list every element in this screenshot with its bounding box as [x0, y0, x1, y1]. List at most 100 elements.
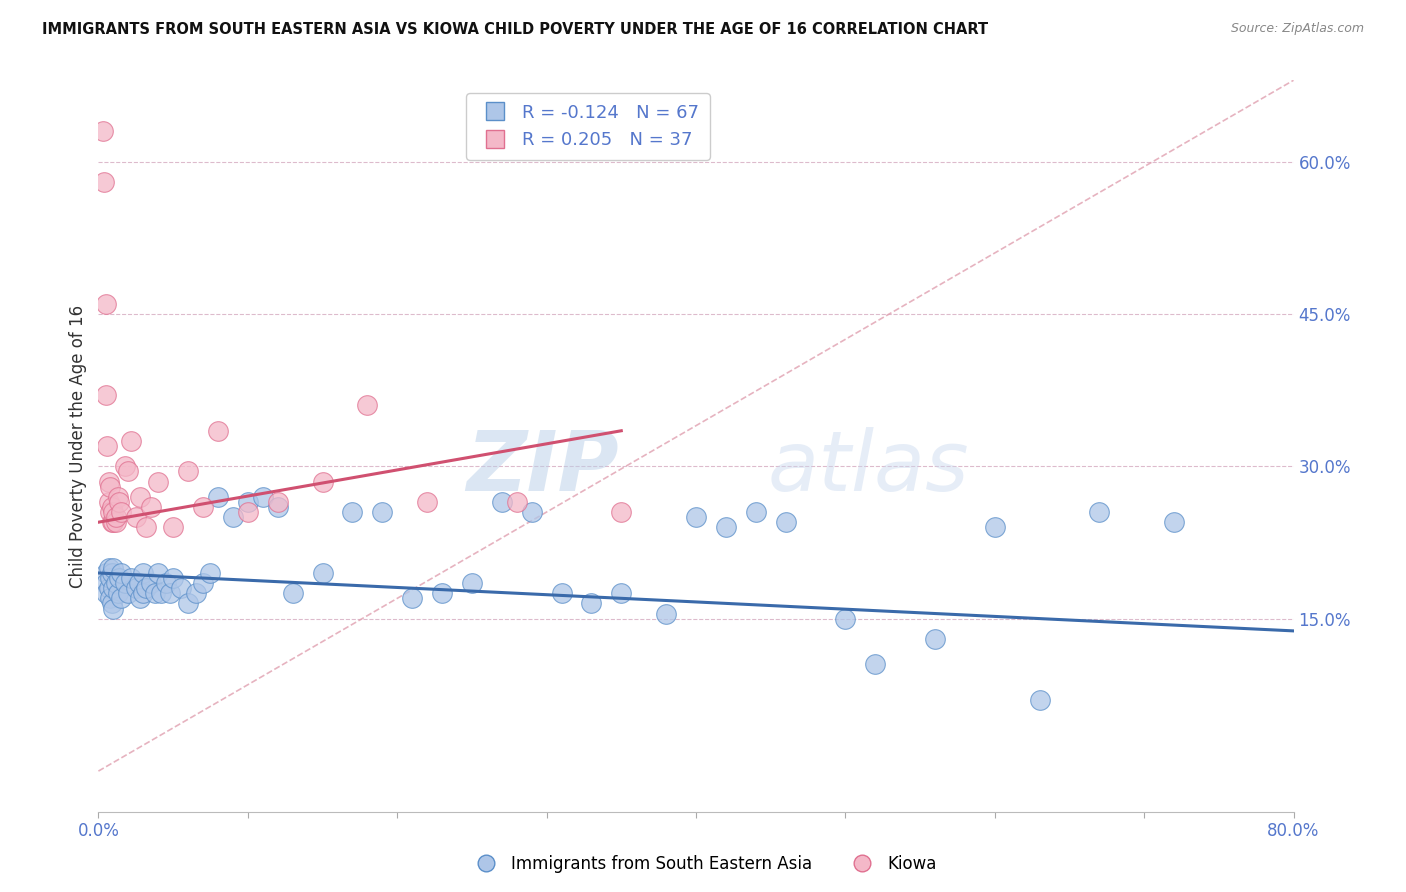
Point: [105, 510, 128, 524]
Point: [685, 510, 707, 524]
Text: Source: ZipAtlas.com: Source: ZipAtlas.com: [1230, 22, 1364, 36]
Point: [184, 586, 207, 600]
Point: [162, 520, 184, 534]
Point: [1088, 505, 1111, 519]
Point: [94, 576, 117, 591]
Point: [120, 571, 142, 585]
Point: [101, 515, 124, 529]
Point: [139, 500, 162, 514]
Point: [865, 657, 887, 672]
Point: [159, 586, 181, 600]
Point: [132, 566, 155, 580]
Y-axis label: Child Poverty Under the Age of 16: Child Poverty Under the Age of 16: [69, 304, 87, 588]
Point: [107, 586, 129, 600]
Point: [94, 388, 117, 402]
Point: [191, 576, 214, 591]
Point: [108, 495, 131, 509]
Point: [91, 124, 114, 138]
Text: atlas: atlas: [768, 427, 969, 508]
Point: [416, 495, 439, 509]
Point: [93, 175, 115, 189]
Point: [120, 434, 142, 448]
Point: [97, 495, 120, 509]
Point: [129, 490, 152, 504]
Point: [924, 632, 946, 646]
Point: [129, 591, 152, 606]
Point: [101, 597, 124, 611]
Point: [162, 571, 184, 585]
Point: [148, 475, 170, 489]
Point: [581, 597, 603, 611]
Point: [139, 576, 162, 591]
Point: [207, 424, 229, 438]
Point: [97, 561, 120, 575]
Point: [169, 581, 191, 595]
Point: [491, 495, 513, 509]
Point: [97, 581, 120, 595]
Point: [103, 581, 125, 595]
Point: [117, 586, 139, 600]
Point: [1163, 515, 1185, 529]
Point: [207, 490, 229, 504]
Point: [110, 566, 132, 580]
Point: [150, 586, 173, 600]
Point: [108, 571, 131, 585]
Point: [94, 566, 117, 580]
Point: [461, 576, 484, 591]
Point: [97, 475, 120, 489]
Point: [98, 591, 122, 606]
Point: [222, 510, 245, 524]
Point: [984, 520, 1007, 534]
Point: [371, 505, 394, 519]
Point: [311, 475, 333, 489]
Point: [342, 505, 364, 519]
Point: [101, 566, 124, 580]
Point: [125, 581, 148, 595]
Point: [125, 510, 148, 524]
Point: [148, 566, 170, 580]
Point: [96, 439, 118, 453]
Point: [110, 591, 132, 606]
Point: [103, 601, 125, 615]
Point: [110, 505, 132, 519]
Point: [236, 495, 259, 509]
Point: [94, 586, 117, 600]
Point: [103, 505, 125, 519]
Point: [655, 607, 678, 621]
Point: [834, 612, 856, 626]
Point: [745, 505, 768, 519]
Point: [610, 505, 633, 519]
Point: [506, 495, 529, 509]
Point: [267, 495, 290, 509]
Point: [117, 464, 139, 478]
Point: [94, 297, 117, 311]
Point: [252, 490, 274, 504]
Text: ZIP: ZIP: [465, 427, 619, 508]
Point: [103, 561, 125, 575]
Point: [610, 586, 633, 600]
Point: [135, 520, 157, 534]
Point: [200, 566, 222, 580]
Point: [98, 480, 122, 494]
Point: [1028, 693, 1050, 707]
Point: [155, 576, 177, 591]
Point: [143, 586, 166, 600]
Point: [520, 505, 543, 519]
Point: [107, 490, 129, 504]
Point: [135, 581, 157, 595]
Point: [356, 398, 378, 412]
Point: [132, 586, 155, 600]
Point: [105, 515, 128, 529]
Point: [267, 500, 290, 514]
Point: [98, 505, 122, 519]
Point: [177, 464, 200, 478]
Legend: R = -0.124   N = 67, R = 0.205   N = 37: R = -0.124 N = 67, R = 0.205 N = 37: [465, 93, 710, 160]
Text: IMMIGRANTS FROM SOUTH EASTERN ASIA VS KIOWA CHILD POVERTY UNDER THE AGE OF 16 CO: IMMIGRANTS FROM SOUTH EASTERN ASIA VS KI…: [42, 22, 988, 37]
Point: [281, 586, 304, 600]
Point: [430, 586, 453, 600]
Point: [775, 515, 797, 529]
Point: [103, 515, 125, 529]
Legend: Immigrants from South Eastern Asia, Kiowa: Immigrants from South Eastern Asia, Kiow…: [463, 848, 943, 880]
Point: [128, 576, 150, 591]
Point: [714, 520, 737, 534]
